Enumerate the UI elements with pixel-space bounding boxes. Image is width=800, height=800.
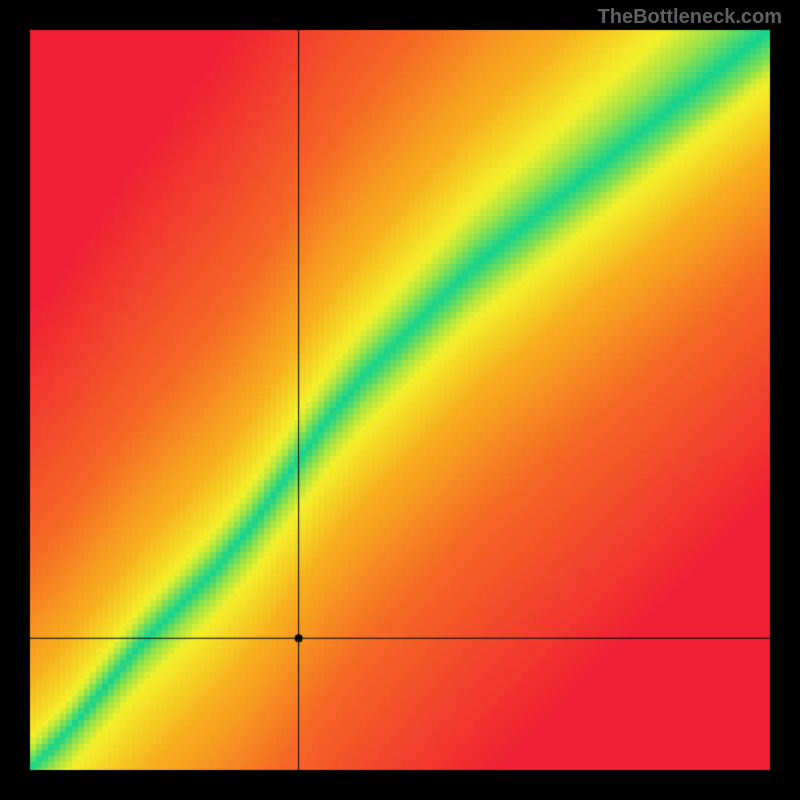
bottleneck-heatmap (0, 0, 800, 800)
watermark-text: TheBottleneck.com (598, 6, 782, 29)
chart-container: TheBottleneck.com (0, 0, 800, 800)
